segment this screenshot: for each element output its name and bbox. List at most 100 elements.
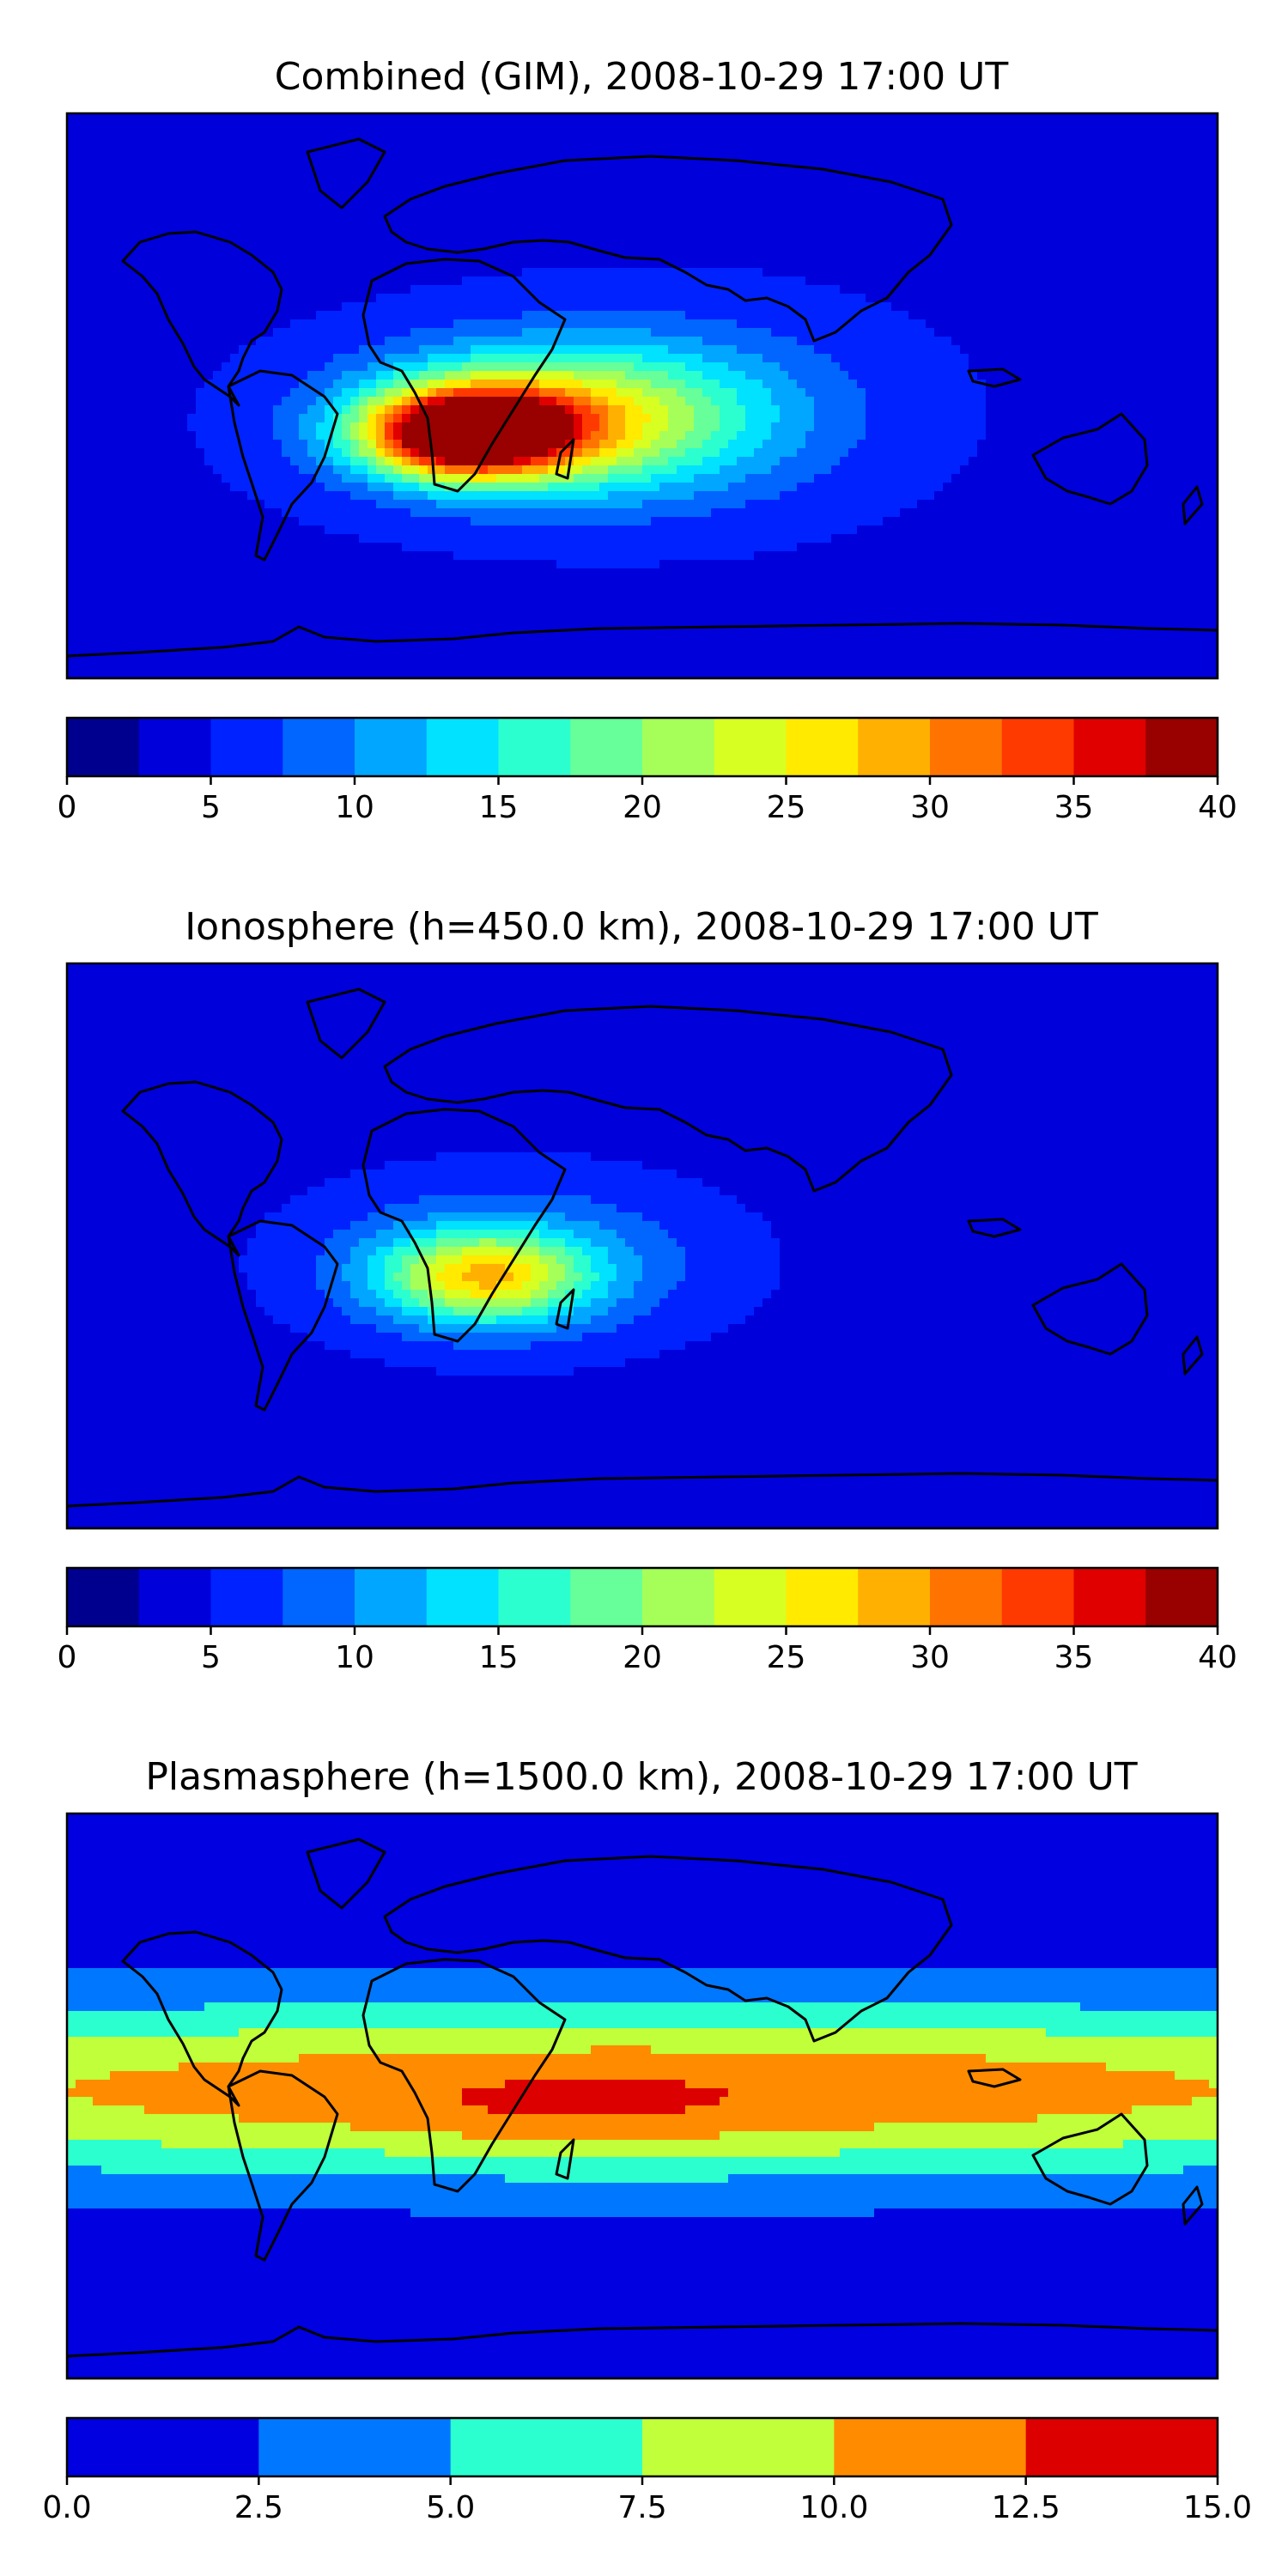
heatmap-cell [196, 156, 205, 166]
heatmap-cell [428, 251, 437, 260]
heatmap-cell [264, 139, 274, 149]
heatmap-cell [118, 422, 128, 432]
heatmap-cell [402, 397, 411, 406]
heatmap-cell [67, 285, 76, 295]
heatmap-cell [771, 173, 781, 183]
heatmap-cell [969, 251, 978, 260]
heatmap-cell [299, 165, 308, 174]
heatmap-cell [1020, 362, 1030, 372]
heatmap-cell [1037, 319, 1047, 329]
heatmap-cell [101, 431, 111, 440]
heatmap-cell [393, 337, 403, 346]
heatmap-cell [805, 294, 815, 303]
heatmap-cell [1054, 122, 1064, 131]
heatmap-cell [445, 380, 454, 389]
heatmap-cell [1072, 354, 1081, 363]
heatmap-cell [1029, 337, 1038, 346]
heatmap-cell [428, 234, 437, 243]
heatmap-cell [582, 173, 592, 183]
heatmap-cell [453, 414, 463, 423]
heatmap-cell [574, 259, 583, 269]
heatmap-cell [848, 414, 858, 423]
heatmap-cell [900, 225, 909, 234]
heatmap-cell [840, 242, 849, 252]
heatmap-cell [505, 388, 514, 398]
heatmap-cell [737, 302, 746, 312]
heatmap-cell [187, 251, 197, 260]
heatmap-cell [720, 397, 729, 406]
heatmap-cell [977, 122, 987, 131]
heatmap-cell [118, 388, 128, 398]
heatmap-cell [1157, 285, 1167, 295]
heatmap-cell [76, 337, 85, 346]
heatmap-cell [453, 208, 463, 217]
heatmap-cell [136, 294, 145, 303]
heatmap-cell [1046, 397, 1055, 406]
heatmap-cell [857, 156, 866, 166]
heatmap-cell [513, 259, 523, 269]
heatmap-cell [222, 414, 231, 423]
heatmap-cell [496, 259, 506, 269]
heatmap-cell [943, 234, 952, 243]
heatmap-cell [934, 362, 944, 372]
heatmap-cell [1106, 259, 1115, 269]
heatmap-cell [385, 242, 394, 252]
heatmap-cell [496, 156, 506, 166]
heatmap-cell [960, 345, 969, 355]
heatmap-cell [625, 242, 635, 252]
heatmap-cell [1166, 148, 1176, 157]
heatmap-cell [745, 362, 755, 372]
heatmap-cell [737, 328, 746, 337]
heatmap-cell [788, 302, 798, 312]
heatmap-cell [797, 148, 806, 157]
heatmap-cell [857, 405, 866, 415]
heatmap-cell [127, 216, 137, 226]
heatmap-cell [505, 362, 514, 372]
heatmap-cell [788, 234, 798, 243]
heatmap-cell [634, 156, 643, 166]
heatmap-cell [273, 156, 283, 166]
heatmap-cell [642, 131, 652, 140]
heatmap-cell [951, 259, 961, 269]
heatmap-cell [677, 199, 686, 209]
heatmap-cell [977, 173, 987, 183]
heatmap-cell [1115, 414, 1124, 423]
heatmap-cell [161, 234, 171, 243]
heatmap-cell [342, 397, 351, 406]
heatmap-cell [934, 328, 944, 337]
heatmap-cell [196, 234, 205, 243]
heatmap-cell [1149, 294, 1158, 303]
heatmap-cell [677, 362, 686, 372]
heatmap-cell [805, 234, 815, 243]
heatmap-cell [453, 191, 463, 200]
heatmap-cell [771, 156, 781, 166]
heatmap-cell [1012, 294, 1021, 303]
heatmap-cell [1209, 156, 1218, 166]
heatmap-cell [548, 285, 557, 295]
heatmap-cell [1115, 182, 1124, 191]
heatmap-cell [599, 405, 609, 415]
heatmap-cell [883, 414, 892, 423]
heatmap-cell [762, 371, 772, 380]
heatmap-cell [591, 242, 600, 252]
heatmap-cell [196, 139, 205, 149]
heatmap-cell [702, 148, 712, 157]
heatmap-cell [471, 182, 480, 191]
heatmap-cell [239, 182, 248, 191]
heatmap-cell [436, 285, 446, 295]
heatmap-cell [625, 113, 635, 123]
heatmap-cell [127, 371, 137, 380]
heatmap-cell [204, 251, 214, 260]
heatmap-cell [359, 225, 368, 234]
heatmap-cell [831, 276, 841, 286]
heatmap-cell [926, 234, 935, 243]
heatmap-cell [264, 405, 274, 415]
heatmap-cell [402, 362, 411, 372]
heatmap-cell [814, 199, 823, 209]
heatmap-cell [720, 268, 729, 277]
heatmap-cell [874, 182, 884, 191]
heatmap-cell [290, 131, 300, 140]
heatmap-cell [282, 225, 291, 234]
heatmap-cell [823, 122, 832, 131]
heatmap-cell [239, 337, 248, 346]
